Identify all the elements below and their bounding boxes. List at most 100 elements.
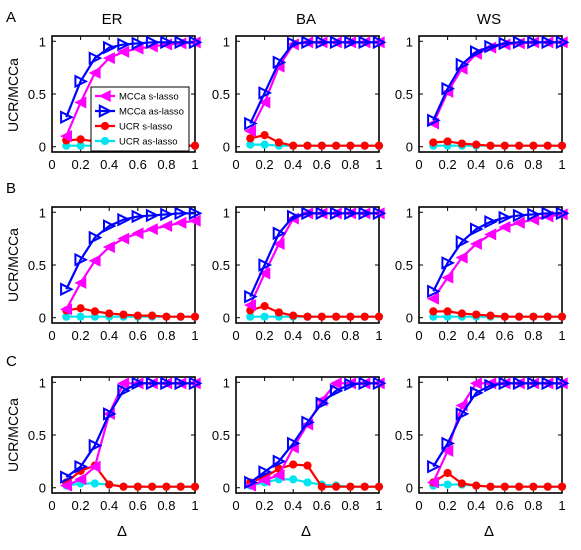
- data-point: [346, 312, 355, 321]
- data-point: [358, 376, 373, 391]
- x-tick-label: 0.8: [524, 328, 542, 343]
- data-point: [287, 436, 301, 451]
- data-point: [455, 407, 470, 421]
- y-tick-label: 1: [406, 375, 413, 390]
- data-point: [88, 254, 101, 267]
- legend-entry-ucr-s-lasso: UCR s-lasso: [95, 122, 172, 133]
- data-point: [429, 307, 438, 316]
- data-point: [512, 35, 527, 50]
- data-point: [498, 376, 513, 391]
- data-point: [329, 377, 342, 390]
- data-point: [500, 312, 509, 321]
- series-line: [432, 213, 563, 300]
- data-point: [329, 35, 344, 50]
- data-point: [162, 482, 171, 491]
- data-point: [160, 376, 174, 391]
- data-point: [329, 383, 344, 398]
- x-tick-label: 0: [415, 328, 422, 343]
- data-point: [145, 223, 158, 236]
- data-point: [105, 480, 114, 489]
- x-tick-label: 0.6: [129, 498, 147, 513]
- data-point: [74, 473, 87, 486]
- data-point: [119, 310, 128, 319]
- data-point: [133, 482, 142, 491]
- data-point: [303, 141, 312, 150]
- data-point: [455, 57, 470, 72]
- panel-a-ba: 0 0.2 0.4 0.6 0.8 1 0 0.5 1: [212, 34, 387, 172]
- data-point: [258, 96, 271, 109]
- x-tick-label: 0.8: [524, 498, 542, 513]
- row-label-b: B: [6, 180, 16, 197]
- data-point: [457, 139, 466, 148]
- data-point: [76, 304, 85, 313]
- x-tick-label: 1: [558, 328, 565, 343]
- series-line: [432, 212, 562, 292]
- x-tick-label: 0.6: [496, 328, 514, 343]
- series-mcca-as-lasso: [427, 376, 570, 474]
- data-point: [59, 130, 72, 143]
- data-point: [59, 303, 72, 316]
- x-tick-label: 0.6: [129, 328, 147, 343]
- legend-label: MCCa s-lasso: [119, 92, 179, 103]
- series-mcca-as-lasso: [244, 376, 387, 490]
- panel-b-ba: 0 0.2 0.4 0.6 0.8 1 0 0.5 1: [212, 205, 387, 343]
- x-tick-label: 0.8: [157, 157, 175, 172]
- legend-entry-ucr-as-lasso: UCR as-lasso: [95, 137, 178, 148]
- data-point: [59, 479, 72, 492]
- x-tick-label: 0.8: [157, 328, 175, 343]
- series-ucr-s-lasso: [246, 131, 384, 150]
- data-point: [443, 307, 452, 316]
- col-title-ws: WS: [477, 11, 501, 28]
- data-point: [443, 480, 452, 489]
- data-point: [427, 113, 441, 128]
- data-point: [317, 141, 326, 150]
- data-point: [498, 36, 513, 51]
- series-ucr-s-lasso: [429, 307, 567, 321]
- legend-marker: [98, 104, 113, 118]
- x-axis-label-ba: Δ: [301, 523, 311, 540]
- data-point: [315, 396, 330, 411]
- series-line: [65, 41, 196, 137]
- data-point: [372, 35, 387, 50]
- data-point: [145, 208, 160, 223]
- data-point: [557, 482, 567, 491]
- x-tick-label: 0: [48, 498, 55, 513]
- data-point: [74, 459, 89, 474]
- series-line: [433, 310, 562, 318]
- data-point: [131, 227, 144, 240]
- data-point: [88, 66, 101, 79]
- data-point: [315, 35, 330, 50]
- data-point: [160, 35, 174, 50]
- y-tick-label: 0: [406, 481, 413, 496]
- data-point: [332, 482, 341, 491]
- y-tick-label: 1: [39, 205, 46, 220]
- x-tick-label: 0.6: [129, 157, 147, 172]
- y-tick-label: 0.5: [395, 258, 413, 273]
- data-point: [76, 135, 85, 144]
- series-line: [249, 304, 379, 318]
- data-point: [455, 234, 470, 249]
- panel-c-ws: 0 0.2 0.4 0.6 0.8 1 0 0.5 1: [395, 375, 570, 513]
- data-point: [103, 40, 117, 55]
- y-tick-label: 0.5: [28, 87, 46, 102]
- row-label-c: C: [6, 353, 17, 370]
- y-tick-label: 0.5: [28, 428, 46, 443]
- panel-c-er: 0 0.2 0.4 0.6 0.8 1 0 0.5 1: [28, 375, 203, 513]
- data-point: [484, 39, 498, 54]
- data-point: [427, 459, 441, 474]
- series-mcca-as-lasso: [244, 206, 387, 304]
- series-mcca-as-lasso: [60, 206, 203, 297]
- x-tick-label: 0.4: [100, 328, 118, 343]
- series-line: [65, 464, 195, 488]
- data-point: [301, 35, 315, 50]
- series-line: [65, 212, 195, 290]
- data-point: [60, 470, 74, 484]
- data-point: [455, 251, 468, 264]
- data-point: [527, 207, 541, 222]
- series-mcca-as-lasso: [60, 376, 203, 484]
- data-point: [243, 124, 256, 137]
- data-point: [289, 311, 298, 320]
- data-point: [74, 252, 89, 267]
- data-point: [117, 232, 130, 245]
- x-tick-label: 1: [558, 498, 565, 513]
